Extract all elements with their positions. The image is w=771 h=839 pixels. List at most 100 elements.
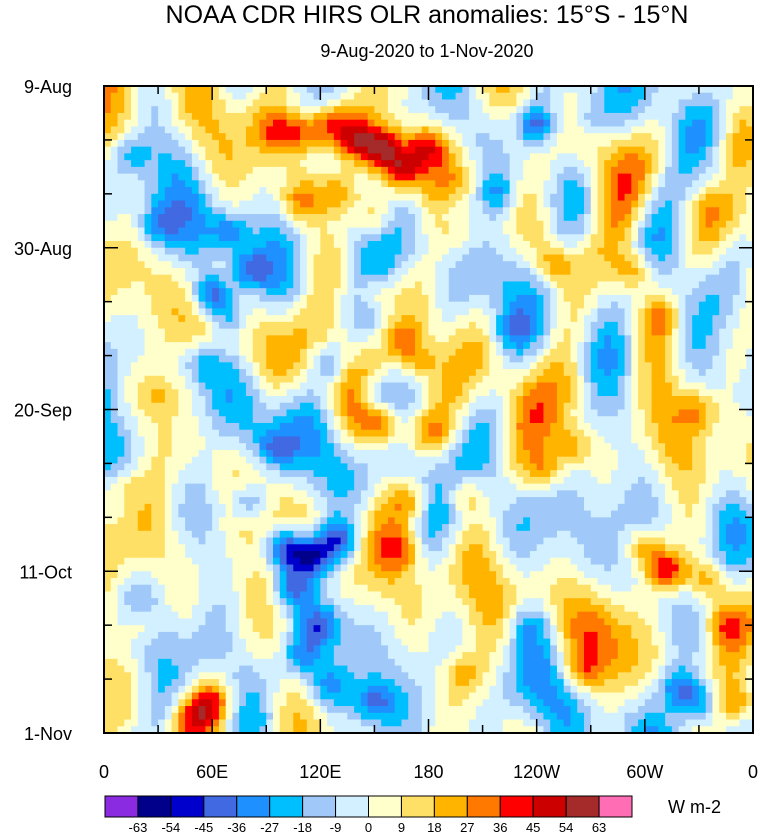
field-cell: [360, 126, 369, 134]
field-cell: [678, 328, 686, 336]
field-cell: [455, 153, 463, 161]
field-cell: [482, 193, 490, 202]
field-cell: [442, 274, 450, 283]
field-cell: [435, 389, 443, 397]
field-cell: [104, 106, 112, 114]
field-cell: [496, 267, 504, 276]
field-cell: [496, 315, 504, 323]
field-cell: [401, 234, 409, 242]
field-cell: [482, 294, 490, 303]
field-cell: [367, 261, 376, 269]
field-cell: [611, 133, 619, 141]
field-cell: [556, 234, 565, 242]
field-cell: [104, 274, 112, 283]
field-cell: [131, 375, 139, 384]
field-cell: [259, 119, 267, 128]
field-cell: [212, 281, 220, 289]
field-cell: [658, 234, 666, 242]
field-cell: [171, 187, 179, 195]
field-cell: [590, 92, 599, 101]
field-cell: [442, 92, 450, 101]
field-cell: [320, 234, 328, 242]
field-cell: [340, 227, 348, 235]
field-cell: [300, 160, 308, 168]
field-cell: [394, 254, 403, 262]
field-cell: [563, 335, 572, 343]
field-cell: [131, 112, 139, 121]
field-cell: [611, 153, 619, 161]
field-cell: [496, 241, 504, 249]
field-cell: [327, 247, 335, 256]
field-cell: [475, 416, 484, 424]
field-cell: [644, 92, 653, 101]
field-cell: [604, 416, 612, 424]
field-cell: [644, 241, 653, 249]
field-cell: [455, 362, 463, 370]
field-cell: [198, 267, 207, 276]
field-cell: [293, 328, 301, 336]
field-cell: [631, 227, 639, 235]
field-cell: [360, 153, 369, 161]
field-cell: [205, 207, 213, 215]
field-cell: [597, 193, 605, 202]
field-cell: [556, 369, 565, 377]
field-cell: [279, 133, 288, 141]
field-cell: [232, 321, 240, 330]
field-cell: [198, 200, 207, 208]
field-cell: [381, 409, 389, 417]
field-cell: [617, 146, 626, 154]
field-cell: [394, 146, 403, 154]
field-cell: [414, 200, 423, 208]
field-cell: [185, 214, 193, 222]
field-cell: [171, 342, 179, 350]
field-cell: [354, 106, 362, 114]
field-cell: [191, 207, 200, 215]
field-cell: [124, 261, 132, 269]
field-cell: [131, 214, 139, 222]
field-cell: [306, 153, 315, 161]
field-cell: [185, 308, 193, 316]
field-cell: [658, 267, 666, 276]
field-cell: [381, 247, 389, 256]
field-cell: [408, 274, 416, 283]
field-cell: [597, 389, 605, 397]
field-cell: [556, 308, 565, 316]
field-cell: [462, 241, 470, 249]
field-cell: [327, 422, 335, 431]
field-cell: [469, 416, 477, 424]
field-cell: [374, 187, 382, 195]
field-cell: [394, 220, 403, 229]
field-cell: [252, 220, 261, 229]
field-cell: [556, 254, 565, 262]
field-cell: [252, 362, 261, 370]
field-cell: [475, 301, 484, 310]
field-cell: [137, 254, 146, 262]
field-cell: [191, 348, 200, 357]
field-cell: [327, 301, 335, 310]
field-cell: [469, 220, 477, 229]
field-cell: [739, 86, 747, 94]
field-cell: [543, 396, 551, 404]
field-cell: [367, 139, 376, 148]
field-cell: [137, 126, 146, 134]
field-cell: [117, 294, 125, 303]
field-cell: [401, 254, 409, 262]
field-cell: [509, 301, 517, 310]
field-cell: [678, 173, 686, 181]
field-cell: [387, 234, 396, 242]
field-cell: [232, 362, 240, 370]
field-cell: [570, 382, 578, 390]
field-cell: [482, 187, 490, 195]
field-cell: [455, 207, 463, 215]
field-cell: [435, 328, 443, 336]
field-cell: [313, 315, 321, 323]
field-cell: [583, 187, 592, 195]
field-cell: [421, 112, 430, 121]
field-cell: [381, 254, 389, 262]
field-cell: [678, 133, 686, 141]
field-cell: [725, 92, 734, 101]
field-cell: [719, 254, 727, 262]
field-cell: [712, 220, 720, 229]
field-cell: [354, 173, 362, 181]
field-cell: [719, 355, 727, 363]
